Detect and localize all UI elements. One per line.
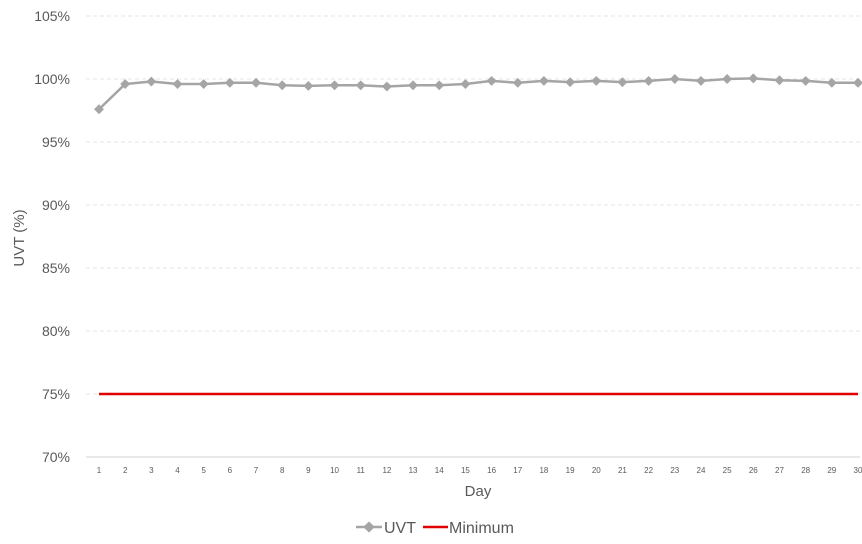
x-tick-label: 3 bbox=[149, 466, 154, 475]
series-uvt-point bbox=[172, 79, 183, 89]
series-uvt-point bbox=[774, 75, 785, 86]
x-tick-label: 23 bbox=[670, 466, 679, 475]
series-uvt-point bbox=[146, 76, 157, 87]
x-tick-label: 2 bbox=[123, 466, 128, 475]
x-tick-label: 22 bbox=[644, 466, 653, 475]
series bbox=[94, 73, 862, 396]
y-tick-label: 85% bbox=[42, 260, 70, 276]
y-axis-title: UVT (%) bbox=[11, 209, 28, 266]
series-uvt-point bbox=[198, 79, 209, 89]
series-uvt-point bbox=[748, 73, 759, 84]
x-tick-label: 24 bbox=[697, 466, 706, 475]
x-tick-label: 13 bbox=[409, 466, 418, 475]
series-uvt-point bbox=[538, 75, 549, 86]
x-tick-label: 27 bbox=[775, 466, 784, 475]
x-tick-label: 21 bbox=[618, 466, 627, 475]
legend-minimum-label: Minimum bbox=[449, 520, 514, 537]
series-uvt-point bbox=[251, 77, 261, 88]
series-uvt-point bbox=[94, 104, 104, 115]
x-tick-label: 14 bbox=[435, 466, 444, 475]
x-tick-label: 28 bbox=[801, 466, 810, 475]
series-uvt-point bbox=[800, 75, 811, 86]
series-uvt-line bbox=[98, 77, 858, 111]
series-uvt-point bbox=[408, 80, 419, 91]
series-uvt-point bbox=[381, 81, 392, 92]
legend-item-uvt: UVT bbox=[356, 520, 416, 537]
y-tick-label: 70% bbox=[42, 449, 70, 465]
y-tick-label: 95% bbox=[42, 134, 70, 150]
y-tick-label: 100% bbox=[34, 71, 70, 87]
series-uvt-point bbox=[696, 75, 706, 86]
x-tick-label: 30 bbox=[854, 466, 862, 475]
legend-item-minimum: Minimum bbox=[423, 520, 514, 537]
y-tick-label: 80% bbox=[42, 323, 70, 339]
x-tick-label: 16 bbox=[487, 466, 496, 475]
x-tick-label: 6 bbox=[228, 466, 233, 475]
x-tick-label: 20 bbox=[592, 466, 601, 475]
series-uvt-point bbox=[277, 80, 288, 91]
x-tick-label: 26 bbox=[749, 466, 758, 475]
x-axis-title: Day bbox=[465, 483, 492, 500]
series-uvt-point bbox=[303, 80, 314, 91]
x-tick-label: 9 bbox=[306, 466, 311, 475]
legend: UVT Minimum bbox=[356, 520, 514, 537]
x-tick-label: 11 bbox=[357, 466, 366, 475]
x-tick-label: 12 bbox=[382, 466, 391, 475]
x-tick-label: 4 bbox=[175, 466, 180, 475]
x-tick-label: 18 bbox=[539, 466, 548, 475]
x-axis-ticks: 1 2 3 4 5 6 7 8 9 10 11 12 13 14 15 16 17 18 19 20 21 22 23 24 2… bbox=[97, 466, 862, 475]
y-axis-ticks: 70% 75% 80% 85% 90% 95% 100% 105% bbox=[34, 8, 70, 465]
x-tick-label: 10 bbox=[330, 466, 339, 475]
x-tick-label: 1 bbox=[97, 466, 102, 475]
series-uvt-point bbox=[826, 77, 837, 88]
x-tick-label: 8 bbox=[280, 466, 285, 475]
x-tick-label: 17 bbox=[513, 466, 522, 475]
series-uvt-point bbox=[434, 80, 445, 91]
x-tick-label: 15 bbox=[461, 466, 470, 475]
series-uvt-point bbox=[591, 75, 602, 86]
series-uvt-point bbox=[853, 77, 862, 88]
series-uvt-point bbox=[722, 74, 733, 84]
series-uvt-point bbox=[617, 77, 628, 88]
x-tick-label: 7 bbox=[254, 466, 259, 475]
series-uvt-point bbox=[120, 79, 131, 89]
y-tick-label: 105% bbox=[34, 8, 70, 24]
y-tick-label: 75% bbox=[42, 386, 70, 402]
series-uvt-point bbox=[460, 79, 471, 89]
x-tick-label: 29 bbox=[827, 466, 836, 475]
series-uvt-point bbox=[224, 77, 235, 88]
x-tick-label: 25 bbox=[723, 466, 732, 475]
series-uvt-point bbox=[669, 74, 680, 84]
y-tick-label: 90% bbox=[42, 197, 70, 213]
x-tick-label: 19 bbox=[566, 466, 575, 475]
series-uvt-point bbox=[643, 75, 654, 86]
series-uvt bbox=[94, 73, 862, 115]
series-uvt-point bbox=[565, 77, 576, 88]
series-uvt-point bbox=[486, 75, 497, 86]
series-uvt-point bbox=[355, 80, 366, 91]
series-uvt-point bbox=[512, 77, 523, 88]
legend-uvt-label: UVT bbox=[384, 520, 416, 537]
x-tick-label: 5 bbox=[201, 466, 206, 475]
series-uvt-point bbox=[329, 80, 340, 91]
legend-uvt-swatch-marker bbox=[363, 521, 375, 533]
